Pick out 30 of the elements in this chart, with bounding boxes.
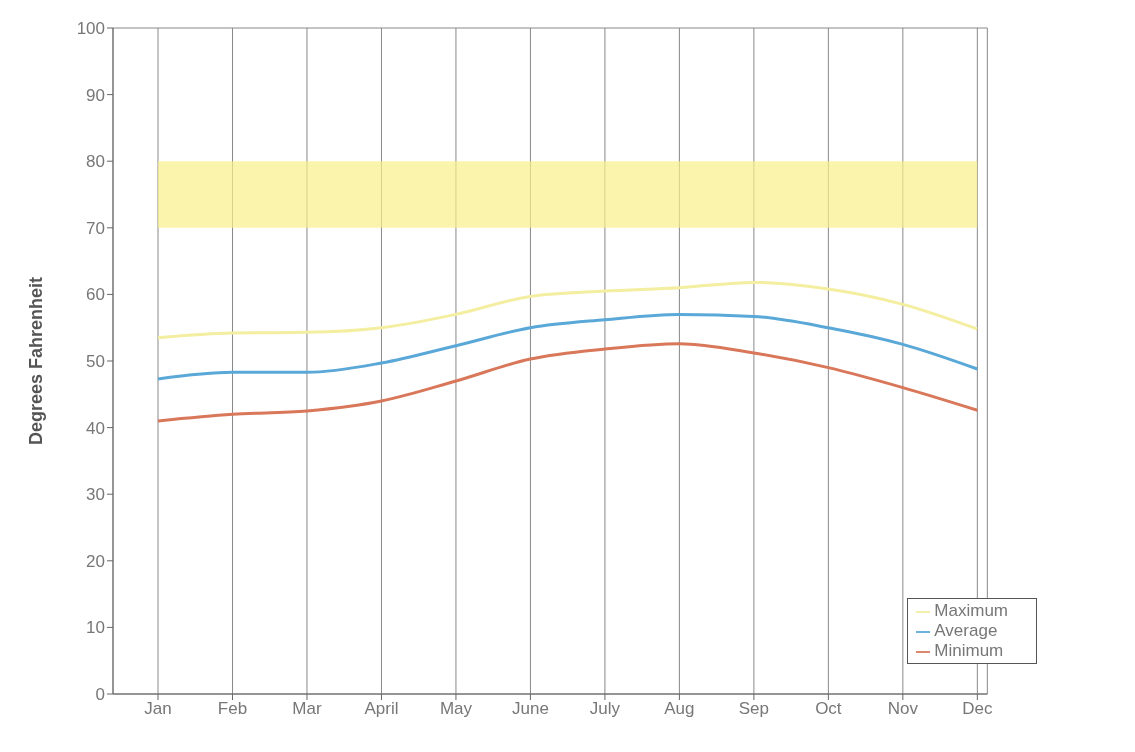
y-tick-label: 20 — [86, 551, 105, 571]
y-tick-label: 30 — [86, 485, 105, 505]
y-tick-label: 100 — [76, 19, 105, 39]
y-axis-title: Degrees Fahrenheit — [26, 276, 47, 446]
legend-label: Maximum — [934, 601, 1008, 620]
y-tick-label: 60 — [86, 285, 105, 305]
y-tick-label: 70 — [86, 218, 105, 238]
y-tick-label: 10 — [86, 618, 105, 638]
legend-label: Minimum — [934, 641, 1004, 660]
y-tick-label: 50 — [86, 352, 105, 372]
legend-label: Average — [934, 621, 998, 640]
x-tick-label: Dec — [962, 699, 993, 719]
x-tick-label: July — [589, 699, 621, 719]
x-tick-label: Oct — [815, 699, 842, 719]
line-series — [156, 342, 979, 423]
x-tick-label: Aug — [664, 699, 695, 719]
x-tick-label: Jan — [144, 699, 172, 719]
line-series — [156, 312, 979, 381]
y-tick-label: 90 — [86, 85, 105, 105]
x-tick-label: Nov — [887, 699, 919, 719]
x-tick-label: June — [511, 699, 549, 719]
y-tick-label: 0 — [95, 685, 105, 705]
x-tick-label: Mar — [292, 699, 322, 719]
x-tick-label: May — [439, 699, 473, 719]
y-tick-label: 80 — [86, 152, 105, 172]
x-tick-label: April — [364, 699, 399, 719]
y-tick-label: 40 — [86, 418, 105, 438]
line-series — [156, 280, 979, 340]
x-tick-label: Sep — [738, 699, 769, 719]
x-tick-label: Feb — [217, 699, 248, 719]
